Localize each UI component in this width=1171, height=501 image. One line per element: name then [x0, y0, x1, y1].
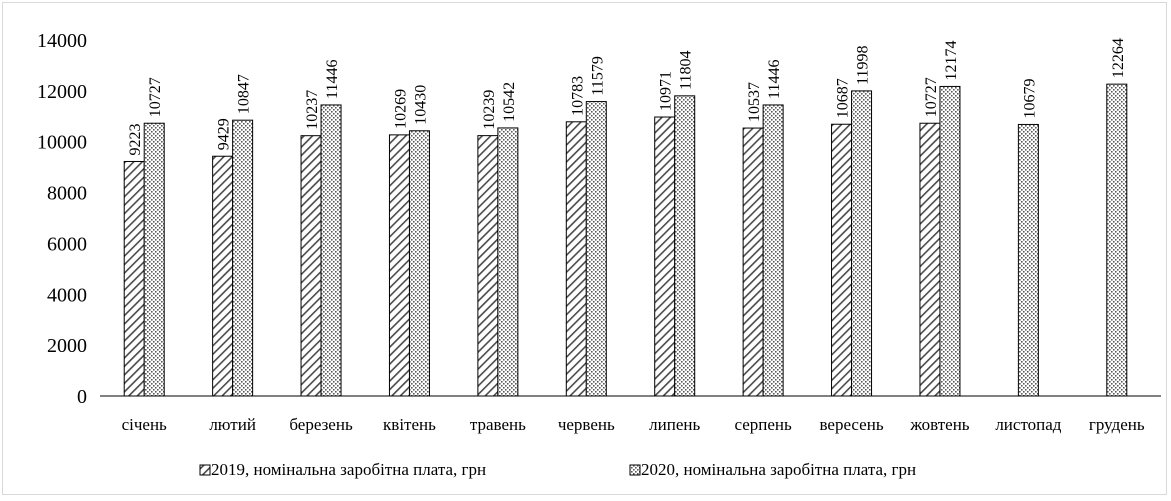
x-tick-label: січень: [122, 415, 167, 434]
data-label: 9223: [127, 123, 144, 155]
y-tick-label: 6000: [47, 233, 87, 255]
category-group: 10783 11579: [565, 56, 607, 397]
y-tick-label: 8000: [47, 183, 87, 205]
bar-series-2020: [939, 85, 961, 397]
y-tick-label: 14000: [37, 30, 87, 52]
data-label: 10847: [236, 74, 253, 114]
data-label: 10727: [147, 77, 164, 117]
bar-series-2019: [212, 155, 234, 397]
x-tick-label: липень: [649, 415, 700, 434]
chart-frame: 0 2000 4000 6000 8000 10000 12000 14000 січень л…: [2, 2, 1167, 495]
data-label: 11446: [766, 60, 783, 99]
data-label: 12264: [1110, 38, 1127, 78]
x-tick-label: серпень: [734, 415, 792, 434]
x-tick-label: лютий: [209, 415, 256, 434]
y-tick-label: 4000: [47, 284, 87, 306]
legend-item: 2019, номінальна заробітна плата, грн: [199, 460, 486, 479]
bar-series-2019: [831, 123, 853, 397]
bar-series-2019: [300, 135, 322, 397]
data-label: 11579: [589, 56, 606, 95]
bar-series-2019: [388, 134, 410, 397]
legend-swatch: [629, 464, 641, 476]
bar-series-2020: [1017, 123, 1039, 397]
category-group: 10239 10542: [477, 82, 519, 397]
legend-item: 2020, номінальна заробітна плата, грн: [629, 460, 916, 479]
x-axis: січень лютий березень квітень травень червень…: [100, 395, 1161, 434]
data-label: 12174: [943, 40, 960, 80]
x-tick-label: вересень: [819, 415, 883, 434]
y-tick-label: 0: [77, 386, 87, 408]
data-label: 10542: [501, 82, 518, 122]
y-tick-label: 2000: [47, 335, 87, 357]
data-label: 10727: [923, 77, 940, 117]
category-group: 10679: [1017, 78, 1039, 397]
bar-series-2020: [497, 127, 519, 397]
legend: 2019, номінальна заробітна плата, грн 202…: [199, 460, 916, 479]
bar-series-2019: [565, 121, 587, 397]
bar-series-2020: [232, 119, 254, 397]
bar-series-2020: [851, 90, 873, 397]
category-group: 10269 10430: [388, 85, 430, 397]
bar-series-2019: [123, 160, 145, 397]
bar-series-2019: [477, 135, 499, 397]
x-tick-label: червень: [558, 415, 615, 434]
data-label: 10783: [569, 76, 586, 116]
data-label: 9429: [216, 118, 233, 150]
bar-series-2020: [320, 104, 342, 397]
x-tick-label: квітень: [383, 415, 436, 434]
data-label: 11998: [855, 46, 872, 85]
bar-series-2019: [742, 127, 764, 397]
category-group: 12264: [1106, 38, 1128, 397]
bar-series-2019: [654, 116, 676, 397]
x-tick-label: листопад: [995, 415, 1061, 434]
x-tick-label: травень: [470, 415, 526, 434]
bar-series-2020: [1106, 83, 1128, 397]
legend-label: 2020, номінальна заробітна плата, грн: [641, 460, 916, 479]
bar-series-2020: [408, 130, 430, 397]
data-label: 11804: [678, 50, 695, 89]
y-axis: 0 2000 4000 6000 8000 10000 12000 14000: [37, 30, 87, 408]
data-label: 10679: [1021, 78, 1038, 118]
data-label: 10239: [481, 90, 498, 130]
bar-series-2020: [762, 104, 784, 397]
data-label: 11446: [324, 60, 341, 99]
bar-series-2020: [585, 101, 607, 397]
y-tick-label: 10000: [37, 132, 87, 154]
bar-series-2020: [143, 122, 165, 397]
data-label: 10537: [746, 82, 763, 122]
bar-series-2020: [674, 95, 696, 397]
data-label: 10687: [835, 78, 852, 118]
data-label: 10269: [392, 89, 409, 129]
legend-label: 2019, номінальна заробітна плата, грн: [211, 460, 486, 479]
x-tick-label: жовтень: [909, 415, 969, 434]
x-tick-label: грудень: [1089, 415, 1145, 434]
bar-chart: 0 2000 4000 6000 8000 10000 12000 14000 січень л…: [37, 30, 1161, 479]
data-label: 10237: [304, 90, 321, 130]
data-label: 10971: [658, 71, 675, 111]
data-label: 10430: [412, 85, 429, 125]
x-tick-label: березень: [289, 415, 353, 434]
legend-swatch: [199, 464, 211, 476]
y-tick-label: 12000: [37, 81, 87, 103]
bar-series-2019: [919, 122, 941, 397]
